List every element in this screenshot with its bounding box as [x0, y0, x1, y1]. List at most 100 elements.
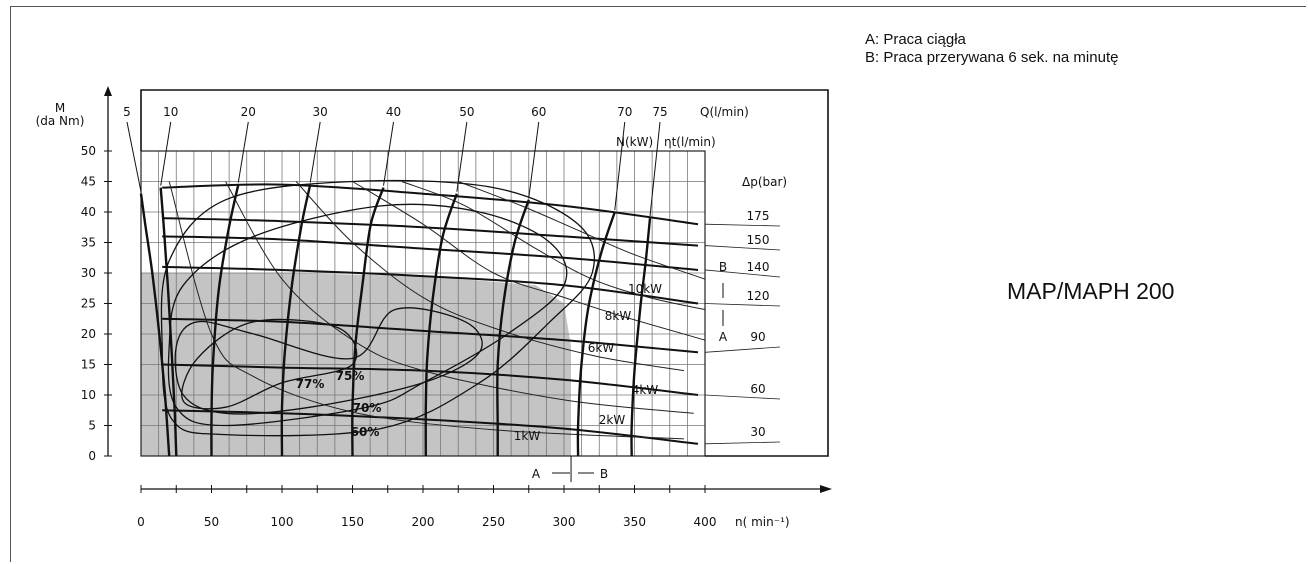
flow-curve-40 — [351, 187, 385, 457]
power-label-4kW: 4kW — [632, 383, 659, 397]
pressure-label-60: 60 — [750, 382, 765, 396]
pressure-line-150 — [162, 217, 699, 247]
efficiency-label-77pct: 77% — [296, 377, 325, 391]
pressure-line-120 — [162, 265, 699, 305]
flow-curve-70 — [576, 211, 616, 457]
efficiency-axis-label: ηt(l/min) — [664, 135, 716, 149]
power-curve-2kW — [225, 181, 694, 414]
efficiency-label-60pct: 60% — [351, 425, 380, 439]
power-curve-8kW — [401, 181, 706, 311]
pressure-label-175: 175 — [747, 209, 770, 223]
flow-label-30: 30 — [313, 105, 328, 119]
flow-leader-50 — [456, 121, 468, 192]
y-tick-label: 20 — [81, 327, 96, 341]
y-tick-label: 45 — [81, 175, 96, 189]
power-label-2kW: 2kW — [599, 413, 626, 427]
flow-label-20: 20 — [241, 105, 256, 119]
x-axis-label: n( min⁻¹) — [735, 515, 790, 529]
y-tick-label: 50 — [81, 144, 96, 158]
flow-curve-10 — [159, 187, 178, 457]
pressure-line-175 — [162, 183, 699, 226]
x-tick-label: 300 — [553, 515, 576, 529]
zone-label-b: B — [600, 467, 608, 481]
y-tick-label: 5 — [88, 419, 96, 433]
pressure-leader-140 — [704, 269, 781, 278]
flow-leader-75 — [649, 121, 661, 217]
flow-leader-5 — [126, 121, 142, 192]
power-curve-10kW — [458, 181, 706, 280]
flow-curve-60 — [496, 199, 530, 456]
y-tick-label: 0 — [88, 449, 96, 463]
pressure-label-120: 120 — [747, 289, 770, 303]
flow-label-50: 50 — [459, 105, 474, 119]
flow-curve-20 — [210, 184, 240, 457]
pressure-leader-175 — [704, 223, 781, 227]
zone-label-a-right: A — [719, 330, 728, 344]
flow-leader-40 — [383, 121, 395, 186]
flow-label-40: 40 — [386, 105, 401, 119]
model-label: MAP/MAPH 200 — [1007, 278, 1175, 304]
legend: A: Praca ciągła B: Praca przerywana 6 se… — [865, 31, 1118, 67]
efficiency-label-75pct: 75% — [336, 369, 365, 383]
flow-leader-60 — [528, 121, 540, 198]
outer-box — [140, 89, 829, 457]
flow-curve-5 — [139, 193, 171, 457]
pressure-label-30: 30 — [750, 425, 765, 439]
power-label-1kW: 1kW — [514, 429, 541, 443]
pressure-leader-30 — [704, 441, 781, 445]
flow-leader-70 — [614, 121, 626, 211]
y-tick-label: 35 — [81, 236, 96, 250]
flow-label-70: 70 — [617, 105, 632, 119]
chart-svg: 0 5 10 15 20 25 30 35 40 45 50 M(da Nm) 0 50 100 150 200… — [36, 86, 832, 529]
pressure-line-140 — [162, 235, 699, 271]
flow-axis-label: Q(l/min) — [700, 105, 749, 119]
x-tick-label: 200 — [412, 515, 435, 529]
y-axis-label: M — [55, 101, 65, 115]
efficiency-curve-60pct — [160, 179, 595, 437]
flow-curve-50 — [424, 193, 458, 457]
x-axis-arrow — [820, 485, 832, 493]
pressure-label-90: 90 — [750, 330, 765, 344]
x-tick-label: 100 — [271, 515, 294, 529]
efficiency-curve-70pct — [167, 203, 568, 427]
pressure-axis-label: Δp(bar) — [742, 175, 787, 189]
flow-curve-75 — [630, 217, 652, 457]
y-tick-label: 15 — [81, 358, 96, 372]
x-tick-label: 50 — [204, 515, 219, 529]
x-tick-label: 250 — [482, 515, 505, 529]
flow-curve-30 — [280, 184, 312, 457]
chart-frame — [10, 6, 1306, 562]
power-curve-1kW — [168, 181, 684, 440]
x-tick-label: 350 — [623, 515, 646, 529]
power-curve-6kW — [352, 181, 706, 341]
y-tick-label: 10 — [81, 388, 96, 402]
legend-item-a: A: Praca ciągła — [865, 31, 966, 48]
power-label-10kW: 10kW — [628, 282, 662, 296]
zone-label-a: A — [532, 467, 541, 481]
flow-leader-30 — [309, 121, 321, 183]
efficiency-label-70pct: 70% — [353, 401, 382, 415]
power-label-6kW: 6kW — [588, 341, 615, 355]
power-curve-4kW — [295, 181, 684, 372]
pressure-line-30 — [162, 409, 699, 445]
flow-label-75: 75 — [652, 105, 667, 119]
legend-item-b: B: Praca przerywana 6 sek. na minutę — [865, 49, 1119, 66]
pressure-leader-60 — [704, 394, 781, 400]
flow-leader-10 — [160, 121, 172, 186]
x-tick-label: 0 — [137, 515, 145, 529]
pressure-label-140: 140 — [747, 260, 770, 274]
power-axis-label: N(kW) — [616, 135, 653, 149]
y-axis-arrow — [104, 86, 112, 96]
y-tick-label: 30 — [81, 266, 96, 280]
flow-label-5: 5 — [123, 105, 131, 119]
pressure-line-90 — [162, 317, 699, 354]
x-tick-label: 400 — [694, 515, 717, 529]
x-tick-label: 150 — [341, 515, 364, 529]
flow-label-60: 60 — [531, 105, 546, 119]
flow-label-10: 10 — [163, 105, 178, 119]
flow-leader-20 — [237, 121, 249, 183]
pressure-label-150: 150 — [747, 233, 770, 247]
y-tick-label: 40 — [81, 205, 96, 219]
power-label-8kW: 8kW — [605, 309, 632, 323]
pressure-leader-90 — [704, 346, 781, 353]
